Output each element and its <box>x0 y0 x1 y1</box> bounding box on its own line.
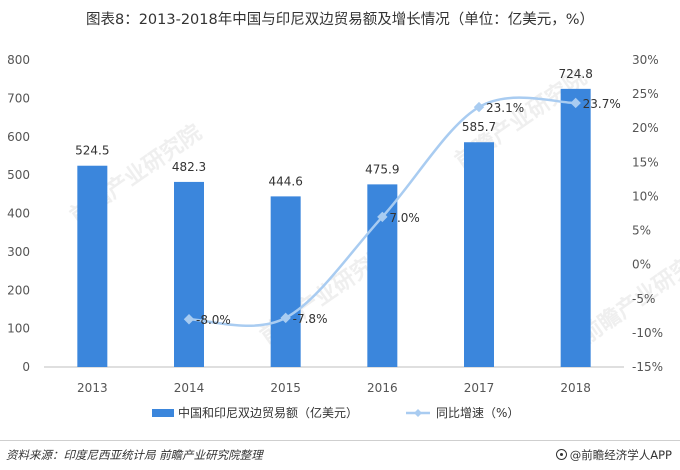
bar-label-2014: 482.3 <box>172 160 206 174</box>
y-right-tick-2: -5% <box>632 292 655 306</box>
y-left-tick-8: 800 <box>7 53 30 67</box>
legend-bar-swatch <box>152 409 174 417</box>
brand-text: @前瞻经济学人APP <box>569 448 672 462</box>
bar-2018 <box>560 88 591 367</box>
y-right-tick-5: 10% <box>632 189 659 203</box>
y-right-tick-0: -15% <box>632 360 663 374</box>
y-right-tick-7: 20% <box>632 121 659 135</box>
growth-marker-2015 <box>280 312 291 324</box>
legend-line-marker <box>414 409 422 417</box>
combo-chart: 前瞻产业研究院前瞻产业研究院前瞻产业研究院前瞻产业研究院010020030040… <box>7 53 680 420</box>
x-tick-2017: 2017 <box>464 381 495 395</box>
bar-2017 <box>464 142 494 367</box>
watermark-4: 前瞻产业研究院 <box>575 239 680 349</box>
y-left-tick-2: 200 <box>7 283 30 297</box>
y-left-tick-4: 400 <box>7 207 30 221</box>
growth-label-2017: 23.1% <box>486 101 524 115</box>
growth-marker-2017 <box>473 101 485 113</box>
bar-label-2016: 475.9 <box>365 162 399 176</box>
growth-marker-2018 <box>570 97 581 109</box>
growth-label-2018: 23.7% <box>583 97 621 111</box>
bar-label-2015: 444.6 <box>268 174 302 188</box>
growth-marker-2014 <box>183 314 195 325</box>
chart-title: 图表8：2013-2018年中国与印尼双边贸易额及增长情况（单位：亿美元，%） <box>85 12 595 28</box>
y-right-tick-8: 25% <box>632 87 659 101</box>
y-right-tick-4: 5% <box>632 224 651 238</box>
y-left-tick-5: 500 <box>7 168 30 182</box>
y-left-tick-7: 700 <box>7 91 30 105</box>
brand-logo-icon <box>555 449 567 460</box>
x-tick-2014: 2014 <box>174 381 205 395</box>
legend-line-label: 同比增速（%） <box>436 406 519 420</box>
y-right-tick-6: 15% <box>632 155 659 169</box>
growth-marker-2016 <box>377 211 388 223</box>
bar-2014 <box>174 181 204 367</box>
y-left-tick-0: 0 <box>22 360 30 374</box>
y-left-tick-6: 600 <box>7 130 30 144</box>
y-right-tick-9: 30% <box>632 53 659 67</box>
x-tick-2013: 2013 <box>77 381 108 395</box>
bar-label-2018: 724.8 <box>558 67 592 81</box>
growth-label-2014: -8.0% <box>196 313 231 327</box>
y-right-tick-3: 0% <box>632 258 651 272</box>
growth-label-2016: 7.0% <box>389 211 420 225</box>
y-left-tick-3: 300 <box>7 245 30 259</box>
bar-label-2013: 524.5 <box>75 144 109 158</box>
bar-2013 <box>77 165 108 367</box>
bar-label-2017: 585.7 <box>462 120 496 134</box>
x-tick-2015: 2015 <box>270 381 301 395</box>
growth-label-2015: -7.8% <box>293 312 328 326</box>
y-right-tick-1: -10% <box>632 326 663 340</box>
source-note: 资料来源：印度尼西亚统计局 前瞻产业研究院整理 <box>6 448 263 462</box>
brand-credit: @前瞻经济学人APP <box>555 447 672 463</box>
y-left-tick-1: 100 <box>7 322 30 336</box>
footer-divider <box>0 440 680 441</box>
x-tick-2016: 2016 <box>367 381 398 395</box>
bar-2015 <box>270 196 301 367</box>
x-tick-2018: 2018 <box>560 381 591 395</box>
legend-bar-label: 中国和印尼双边贸易额（亿美元） <box>178 405 358 420</box>
